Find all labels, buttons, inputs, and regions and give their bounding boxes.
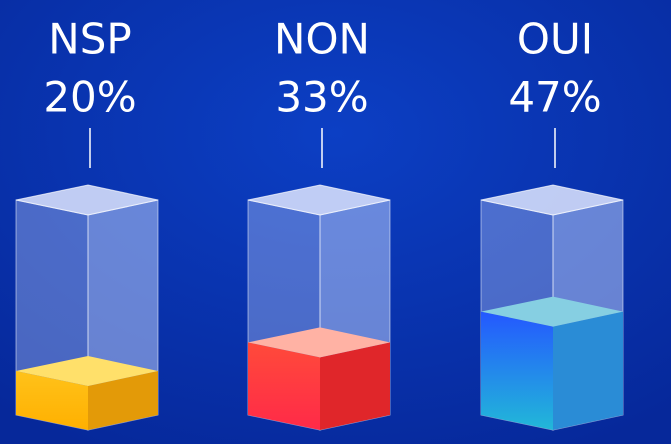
value-label: 20% [43,73,136,122]
fill-left [481,311,553,430]
fill-left [16,371,88,430]
glass-top [15,184,159,216]
glass-top [247,184,391,216]
fill-top [16,356,158,386]
glass-top [480,184,624,216]
fill-right [553,311,623,430]
fill-top [481,296,623,327]
category-label: OUI [517,15,593,64]
fill-right [320,342,390,430]
fill-top [248,327,390,358]
fill-left [248,342,320,430]
category-label: NON [274,15,370,64]
value-label: 33% [275,73,368,122]
category-label: NSP [48,15,131,64]
value-label: 47% [508,73,601,122]
fill-right [88,371,158,430]
